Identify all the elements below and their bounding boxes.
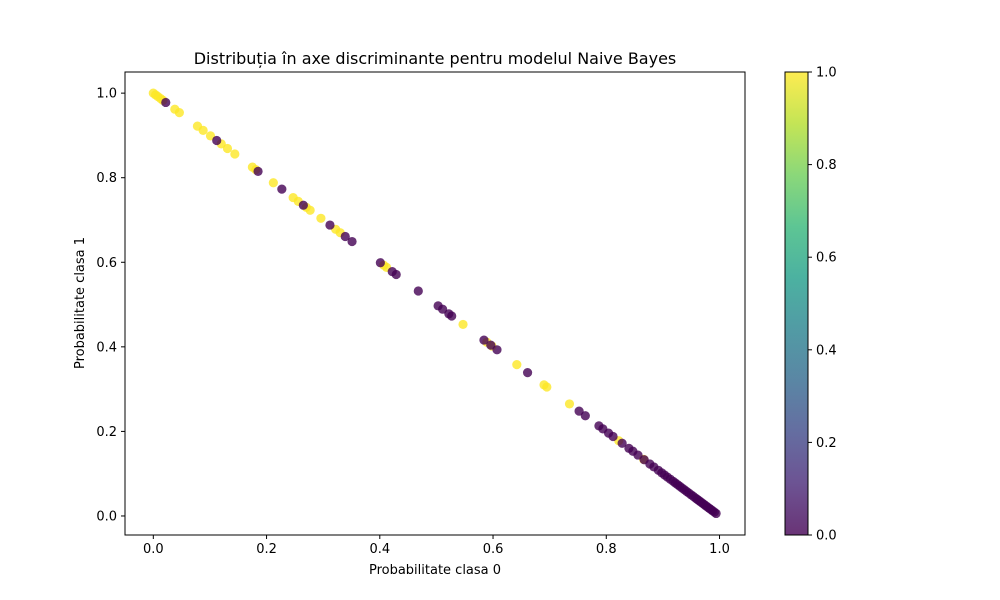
scatter-point-class1 [222,143,233,154]
scatter-point-class1 [305,205,315,215]
scatter-point-class1 [230,149,240,159]
scatter-points [148,88,721,519]
chart-title: Distribuția în axe discriminante pentru … [194,49,677,68]
scatter-point-class0 [375,258,385,268]
colorbar-tick-label: 0.4 [816,343,837,358]
scatter-point-class1 [316,213,326,223]
x-tick-label: 0.8 [596,542,617,557]
scatter-point-class0 [212,135,222,146]
scatter-point-class0 [391,269,401,280]
y-axis-label: Probabilitate clasa 1 [73,237,88,369]
colorbar-tick-label: 0.8 [816,158,837,173]
scatter-point-class0 [608,431,618,442]
scatter-point-class1 [174,107,184,118]
y-axis: 0.0 0.2 0.4 0.6 0.8 1.0 [96,87,125,524]
scatter-point-class1 [198,125,208,135]
scatter-point-class1 [268,178,278,188]
colorbar-tick-label: 0.2 [816,436,837,451]
x-axis: 0.0 0.2 0.4 0.6 0.8 1.0 [143,535,730,557]
x-axis-label: Probabilitate clasa 0 [369,563,501,578]
plot-frame [124,71,746,536]
y-tick-label: 0.2 [96,425,117,440]
scatter-point-class0 [492,345,502,355]
x-tick-label: 0.6 [483,542,504,557]
colorbar-gradient [784,71,809,536]
y-tick-label: 0.8 [96,171,117,186]
x-tick-label: 0.2 [256,542,277,557]
scatter-point-class0 [580,411,590,421]
colorbar-ticks: 0.0 0.2 0.4 0.6 0.8 1.0 [808,66,837,544]
y-tick-label: 0.4 [96,340,117,355]
scatter-point-class0 [298,200,308,210]
scatter-point-class1 [458,319,468,330]
colorbar-tick-label: 0.0 [816,529,837,544]
colorbar-tick-label: 1.0 [816,66,837,81]
scatter-point-class0 [413,286,423,296]
scatter-point-class0 [347,236,357,247]
scatter-point-class1 [512,359,522,370]
scatter-point-class0 [447,311,457,321]
y-tick-label: 0.0 [96,509,117,524]
x-tick-label: 0.4 [369,542,390,557]
scatter-point-class0 [711,508,721,519]
scatter-point-class0 [479,335,489,345]
scatter-point-class0 [617,438,627,448]
scatter-point-class1 [564,399,575,409]
scatter-point-class0 [325,220,335,230]
scatter-point-class0 [277,184,287,194]
scatter-point-class0 [522,368,533,378]
x-tick-label: 0.0 [143,542,164,557]
scatter-point-class0 [161,97,171,108]
y-tick-label: 1.0 [96,87,117,102]
colorbar: 0.0 0.2 0.4 0.6 0.8 1.0 [784,66,837,544]
y-tick-label: 0.6 [96,256,117,271]
scatter-point-class0 [340,231,350,242]
colorbar-tick-label: 0.6 [816,251,837,266]
scatter-point-class1 [542,382,552,392]
x-tick-label: 1.0 [709,542,730,557]
scatter-point-class0 [253,166,263,176]
